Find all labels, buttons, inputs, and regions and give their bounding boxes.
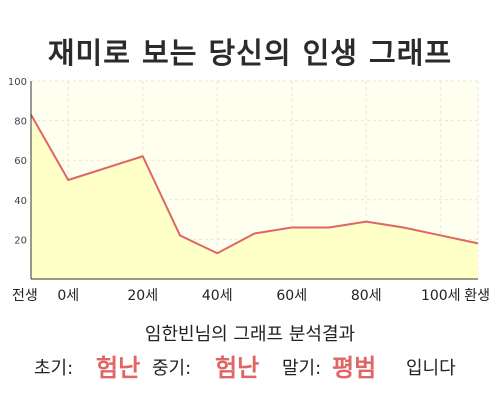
early-label: 초기: [34, 358, 74, 379]
y-tick-label: 100 [8, 77, 27, 88]
x-tick-label: 80세 [351, 288, 382, 304]
x-tick-label: 100세 [421, 288, 461, 304]
early-value: 험난 [96, 354, 141, 382]
mid-label: 중기: [152, 358, 192, 379]
x-tick-label: 환생 [464, 288, 490, 304]
series-line [30, 114, 479, 255]
analysis-subtitle: 임한빈님의 그래프 분석결과 [144, 324, 356, 345]
mid-value: 험난 [215, 354, 260, 382]
y-tick-label: 60 [14, 156, 27, 167]
late-value: 평범 [332, 354, 377, 382]
y-tick-label: 40 [14, 196, 27, 207]
y-tick-label: 80 [14, 117, 27, 128]
x-tick-label: 40세 [202, 288, 233, 304]
late-label: 말기: [282, 358, 322, 379]
phase-suffix: 입니다 [406, 358, 456, 379]
x-tick-label: 60세 [276, 288, 307, 304]
y-tick-label: 20 [14, 235, 27, 246]
phase-summary: 초기: 험난 중기: 험난 말기: 평범 입니다 [0, 346, 500, 382]
x-tick-label: 전생 [12, 288, 38, 304]
chart-title: 재미로 보는 당신의 인생 그래프 [47, 36, 453, 70]
x-tick-label: 0세 [57, 288, 79, 304]
series-area [31, 114, 478, 279]
life-graph-chart: 20 40 60 80 100 전생 0세 20세 40세 60세 80세 100세 환생 [8, 77, 490, 304]
x-tick-label: 20세 [127, 288, 158, 304]
